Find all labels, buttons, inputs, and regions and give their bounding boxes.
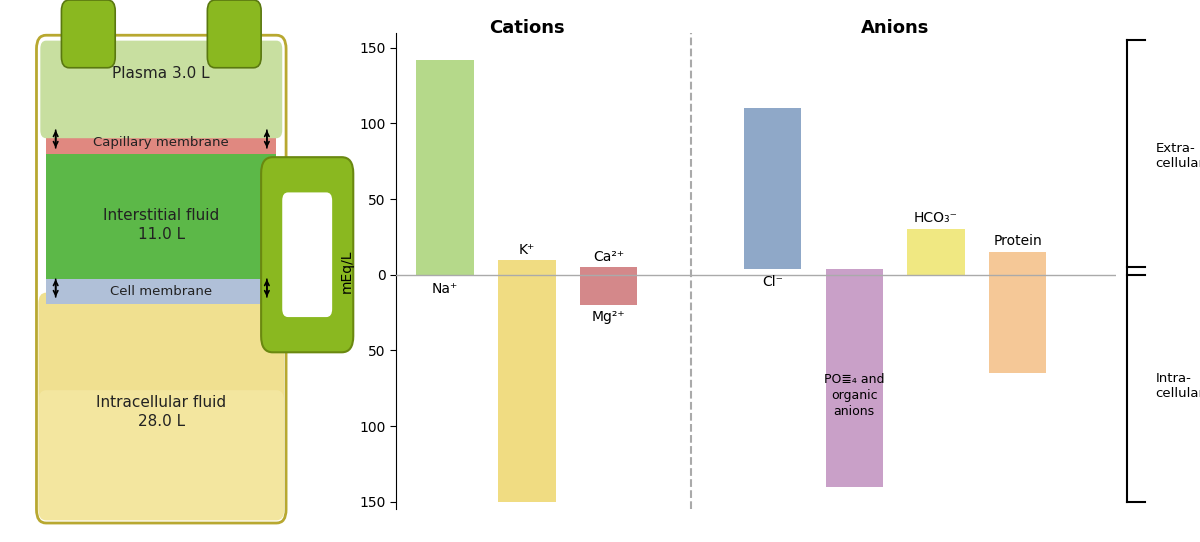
- Text: PO≣₄ and
organic
anions: PO≣₄ and organic anions: [824, 373, 884, 418]
- Bar: [46, 130, 276, 154]
- FancyBboxPatch shape: [282, 192, 332, 317]
- Bar: [826, 269, 883, 487]
- Bar: [416, 60, 474, 275]
- Text: Plasma 3.0 L: Plasma 3.0 L: [113, 66, 210, 81]
- Text: Mg²⁺: Mg²⁺: [592, 309, 625, 324]
- Text: Ca²⁺: Ca²⁺: [593, 250, 624, 264]
- Bar: [46, 279, 276, 304]
- Text: Cations: Cations: [490, 19, 565, 37]
- Text: Na⁺: Na⁺: [432, 282, 458, 296]
- Text: Interstitial fluid
11.0 L: Interstitial fluid 11.0 L: [103, 208, 220, 242]
- Text: Intracellular fluid
28.0 L: Intracellular fluid 28.0 L: [96, 395, 227, 429]
- Bar: [744, 108, 802, 269]
- FancyBboxPatch shape: [38, 390, 284, 520]
- Bar: [498, 260, 556, 502]
- Text: Cl⁻: Cl⁻: [762, 275, 782, 289]
- FancyBboxPatch shape: [262, 157, 353, 352]
- FancyBboxPatch shape: [61, 0, 115, 68]
- FancyBboxPatch shape: [208, 0, 262, 68]
- Text: HCO₃⁻: HCO₃⁻: [914, 211, 958, 225]
- FancyBboxPatch shape: [41, 41, 282, 138]
- Bar: [989, 252, 1046, 373]
- Text: Cell membrane: Cell membrane: [110, 285, 212, 298]
- FancyBboxPatch shape: [38, 293, 284, 520]
- Text: Protein: Protein: [994, 234, 1042, 248]
- Text: Capillary membrane: Capillary membrane: [94, 136, 229, 149]
- Text: Extra-
cellular: Extra- cellular: [1156, 141, 1200, 170]
- Text: Intra-
cellular: Intra- cellular: [1156, 372, 1200, 401]
- Bar: [46, 154, 276, 279]
- Text: K⁺: K⁺: [518, 243, 535, 256]
- Bar: [907, 229, 965, 275]
- Text: Anions: Anions: [860, 19, 929, 37]
- Y-axis label: mEq/L: mEq/L: [340, 249, 354, 293]
- Bar: [580, 267, 637, 305]
